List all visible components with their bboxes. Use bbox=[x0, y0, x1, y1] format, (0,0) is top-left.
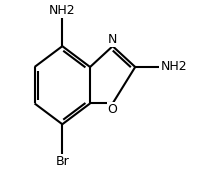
Text: O: O bbox=[107, 103, 117, 116]
Text: N: N bbox=[107, 33, 117, 46]
Text: NH2: NH2 bbox=[160, 61, 187, 73]
Text: Br: Br bbox=[55, 155, 69, 169]
Text: NH2: NH2 bbox=[49, 4, 75, 17]
